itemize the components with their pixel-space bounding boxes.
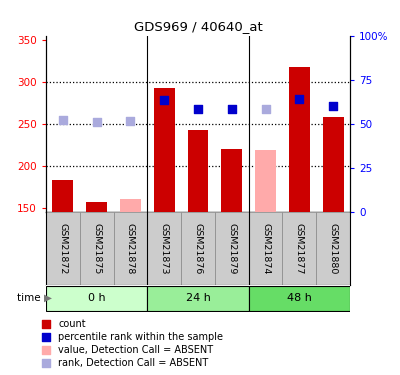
Text: value, Detection Call = ABSENT: value, Detection Call = ABSENT	[58, 345, 214, 355]
Text: percentile rank within the sample: percentile rank within the sample	[58, 332, 223, 342]
Bar	[46, 212, 80, 285]
Bar	[249, 212, 282, 285]
Point	[262, 258, 268, 264]
Text: 24 h: 24 h	[186, 293, 210, 303]
Point	[195, 106, 201, 112]
Bar	[154, 88, 175, 212]
Bar	[52, 180, 73, 212]
Text: GSM21876: GSM21876	[194, 223, 202, 274]
Point	[262, 106, 269, 112]
Text: GSM21873: GSM21873	[160, 223, 169, 274]
Point	[161, 97, 168, 103]
Bar	[147, 286, 249, 310]
Text: GSM21880: GSM21880	[329, 223, 338, 274]
Bar	[249, 286, 350, 310]
Bar	[120, 199, 141, 212]
Point	[262, 140, 268, 146]
Text: rank, Detection Call = ABSENT: rank, Detection Call = ABSENT	[58, 358, 208, 368]
Bar	[215, 212, 249, 285]
Text: GSM21874: GSM21874	[261, 223, 270, 274]
Bar	[46, 286, 147, 310]
Point	[228, 106, 235, 112]
Bar	[80, 212, 114, 285]
Bar	[221, 149, 242, 212]
Text: GSM21872: GSM21872	[58, 223, 67, 274]
Bar	[181, 212, 215, 285]
Text: 0 h: 0 h	[88, 293, 106, 303]
Bar	[323, 117, 344, 212]
Bar	[316, 212, 350, 285]
Text: time: time	[17, 293, 44, 303]
Bar	[147, 212, 181, 285]
Point	[296, 96, 302, 102]
Point	[60, 117, 66, 123]
Point	[262, 23, 268, 29]
Bar	[114, 212, 147, 285]
Bar	[282, 212, 316, 285]
Bar	[289, 67, 310, 212]
Point	[127, 118, 134, 124]
Text: ▶: ▶	[44, 293, 52, 303]
Bar	[188, 130, 208, 212]
Bar	[86, 202, 107, 212]
Text: GSM21875: GSM21875	[92, 223, 101, 274]
Point	[94, 119, 100, 125]
Bar	[255, 150, 276, 212]
Text: GSM21879: GSM21879	[227, 223, 236, 274]
Text: 48 h: 48 h	[287, 293, 312, 303]
Point	[330, 103, 336, 109]
Text: count: count	[58, 319, 86, 329]
Title: GDS969 / 40640_at: GDS969 / 40640_at	[134, 20, 262, 33]
Text: GSM21878: GSM21878	[126, 223, 135, 274]
Text: GSM21877: GSM21877	[295, 223, 304, 274]
